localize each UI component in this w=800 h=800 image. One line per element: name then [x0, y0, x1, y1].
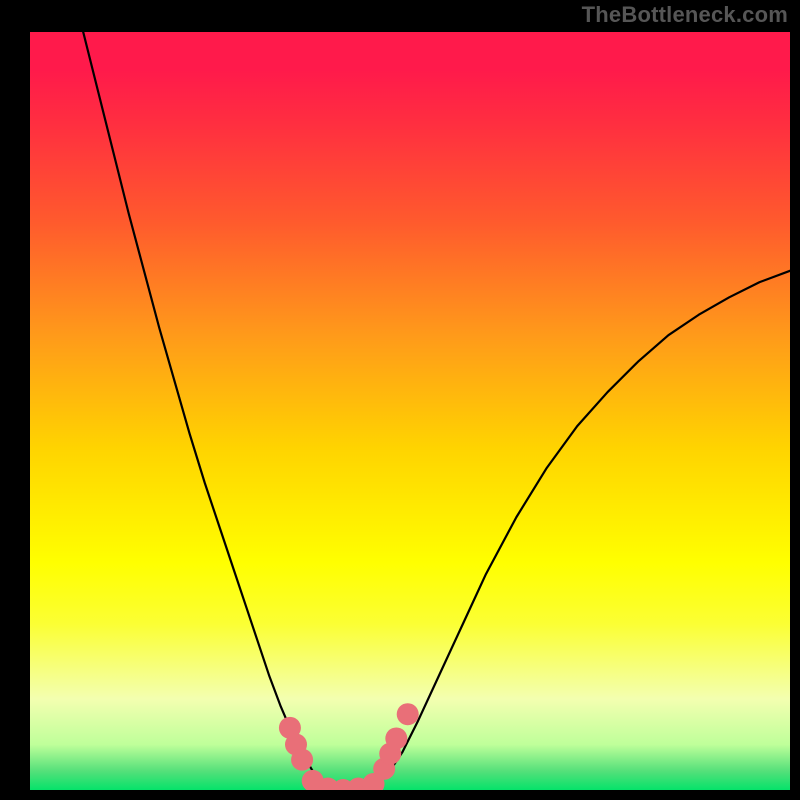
curve-marker	[385, 727, 407, 749]
watermark-label: TheBottleneck.com	[582, 2, 788, 28]
plot-area	[30, 32, 790, 790]
plot-svg	[30, 32, 790, 790]
plot-background	[30, 32, 790, 790]
chart-frame: TheBottleneck.com	[0, 0, 800, 800]
curve-marker	[291, 749, 313, 771]
curve-marker	[397, 703, 419, 725]
